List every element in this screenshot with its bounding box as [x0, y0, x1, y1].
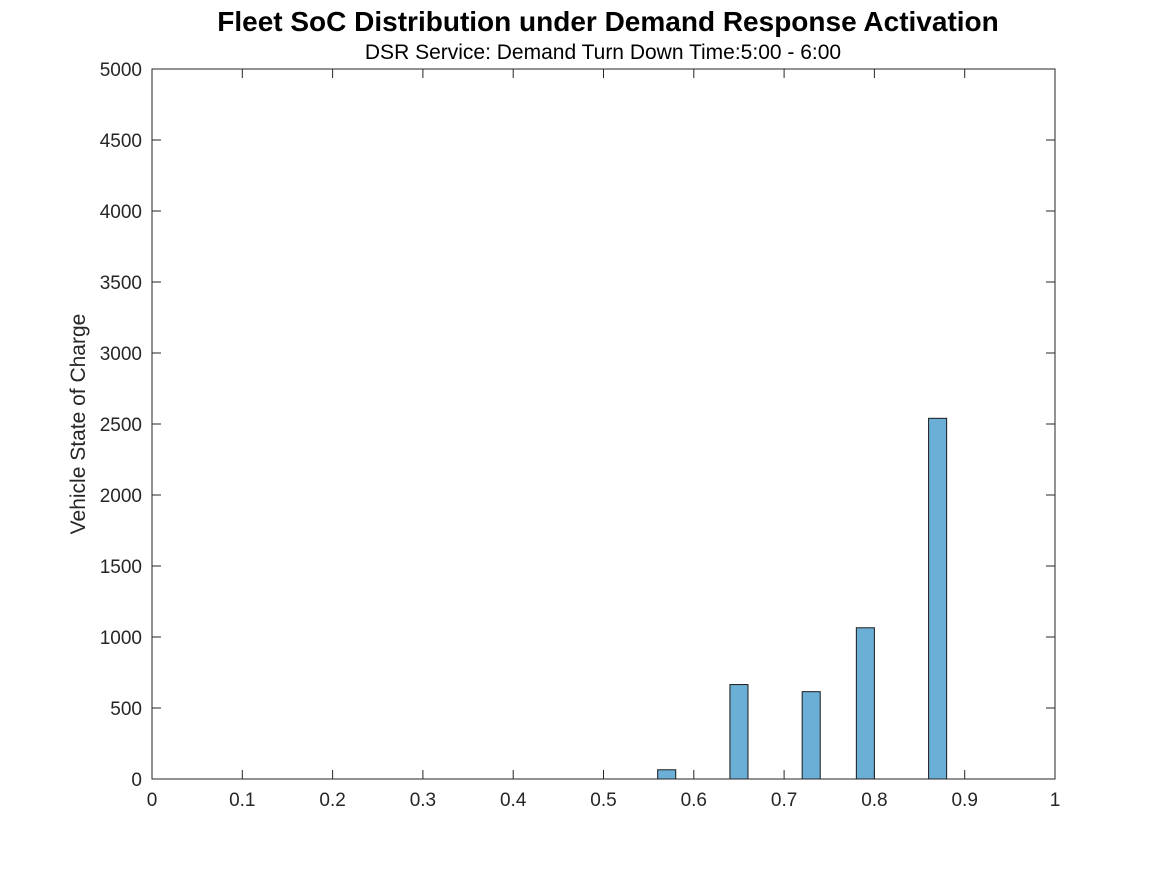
- x-tick-label: 0.5: [590, 790, 616, 811]
- x-tick-label: 0.9: [951, 790, 977, 811]
- x-tick-label: 0.3: [410, 790, 436, 811]
- y-tick-label: 0: [131, 770, 142, 791]
- y-tick-label: 4000: [100, 202, 142, 223]
- y-tick-label: 500: [110, 699, 142, 720]
- x-tick-label: 0: [147, 790, 158, 811]
- histogram-bar-3: [855, 627, 875, 780]
- x-tick-label: 0.2: [319, 790, 345, 811]
- x-tick-label: 0.6: [681, 790, 707, 811]
- histogram-bar-2: [801, 691, 821, 780]
- histogram-bar-1: [729, 684, 749, 780]
- chart-title: Fleet SoC Distribution under Demand Resp…: [217, 6, 999, 37]
- y-tick-label: 2000: [100, 486, 142, 507]
- x-tick-label: 1: [1050, 790, 1061, 811]
- y-tick-label: 1000: [100, 628, 142, 649]
- y-tick-label: 3500: [100, 273, 142, 294]
- histogram-bar-0: [657, 769, 677, 780]
- y-tick-label: 1500: [100, 557, 142, 578]
- y-tick-label: 2500: [100, 415, 142, 436]
- histogram-bar-4: [928, 417, 948, 780]
- y-tick-label: 3000: [100, 344, 142, 365]
- x-tick-label: 0.4: [500, 790, 527, 811]
- y-tick-label: 4500: [100, 131, 142, 152]
- chart-subtitle: DSR Service: Demand Turn Down Time:5:00 …: [365, 41, 841, 64]
- y-axis-label: Vehicle State of Charge: [67, 314, 90, 535]
- y-tick-label: 5000: [100, 60, 142, 81]
- x-tick-label: 0.1: [229, 790, 255, 811]
- ticks-layer: 0 0.1 0.2 0.3 0.4 0.5 0.6 0.7 0.8 0.9 1 0 500 1000 150…: [100, 60, 1061, 811]
- x-tick-label: 0.7: [771, 790, 797, 811]
- x-tick-label: 0.8: [861, 790, 887, 811]
